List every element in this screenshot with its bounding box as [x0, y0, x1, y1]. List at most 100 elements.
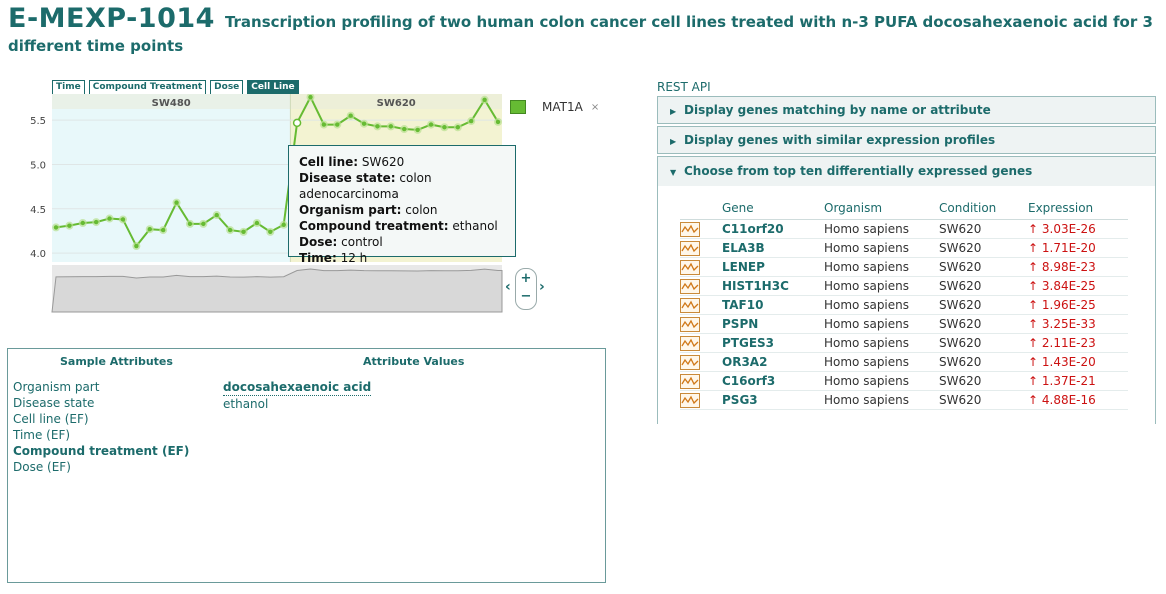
data-point — [107, 216, 112, 221]
data-point — [214, 212, 219, 218]
expression-plot-icon[interactable] — [680, 392, 700, 408]
row-organism: Homo sapiens — [824, 352, 939, 372]
attr-organism-part[interactable]: Organism part — [13, 380, 100, 394]
row-icon-cell — [680, 314, 722, 334]
expression-plot-icon[interactable] — [680, 240, 700, 256]
row-organism: Homo sapiens — [824, 276, 939, 296]
data-point — [455, 125, 461, 130]
data-point — [402, 126, 407, 132]
header-line: E-MEXP-1014 Transcription profiling of tw… — [8, 4, 1158, 37]
row-icon-cell — [680, 390, 722, 410]
expression-plot-icon[interactable] — [680, 278, 700, 294]
group-label-band — [52, 94, 502, 109]
data-point — [469, 118, 474, 124]
accordion-genes-by-name[interactable]: ▶ Display genes matching by name or attri… — [657, 96, 1156, 124]
accordion-header[interactable]: ▶ Display genes matching by name or attri… — [658, 97, 1155, 123]
attr-value-ethanol[interactable]: ethanol — [223, 397, 269, 411]
row-condition: SW620 — [939, 390, 1028, 410]
attr-cell-line[interactable]: Cell line (EF) — [13, 412, 89, 426]
accordion-similar-genes[interactable]: ▶ Display genes with similar expression p… — [657, 126, 1156, 154]
expression-plot-icon[interactable] — [680, 221, 700, 237]
expression-plot-icon[interactable] — [680, 316, 700, 332]
expression-value: ↑ 4.88E-16 — [1028, 393, 1096, 407]
zoom-in-button[interactable]: + — [520, 271, 532, 286]
accordion-label: Display genes matching by name or attrib… — [684, 103, 991, 117]
gene-link[interactable]: C11orf20 — [722, 222, 784, 236]
gene-link[interactable]: ELA3B — [722, 241, 765, 255]
data-point — [67, 223, 72, 228]
expression-value: ↑ 1.43E-20 — [1028, 355, 1096, 369]
zoom-out-button[interactable]: − — [520, 289, 532, 304]
row-expression: ↑ 1.71E-20 — [1028, 238, 1128, 258]
experiment-id: E-MEXP-1014 — [8, 3, 215, 34]
top-genes-table: Gene Organism Condition Expression C11or… — [680, 200, 1128, 410]
caret-down-icon: ▼ — [670, 168, 677, 177]
accordion-header[interactable]: ▼ Choose from top ten differentially expr… — [658, 157, 1155, 186]
group-label-sw480: SW480 — [152, 98, 191, 109]
attr-time[interactable]: Time (EF) — [13, 428, 71, 442]
expression-value: ↑ 2.11E-23 — [1028, 336, 1096, 350]
rest-api-link[interactable]: REST API — [657, 80, 711, 94]
attr-value-docosahexaenoic-acid[interactable]: docosahexaenoic acid — [223, 380, 372, 396]
gene-link[interactable]: LENEP — [722, 260, 765, 274]
row-icon-cell — [680, 257, 722, 277]
row-expression: ↑ 3.25E-33 — [1028, 314, 1128, 334]
group-label-sw620: SW620 — [377, 98, 416, 109]
close-icon[interactable]: × — [590, 101, 600, 113]
expression-plot-icon[interactable] — [680, 259, 700, 275]
pan-right-button[interactable]: › — [539, 279, 545, 295]
gene-link[interactable]: HIST1H3C — [722, 279, 789, 293]
gene-link[interactable]: OR3A2 — [722, 355, 768, 369]
row-gene: TAF10 — [722, 295, 824, 315]
row-organism: Homo sapiens — [824, 390, 939, 410]
expression-plot-icon[interactable] — [680, 297, 700, 313]
row-expression: ↑ 3.84E-25 — [1028, 276, 1128, 296]
attr-disease-state[interactable]: Disease state — [13, 396, 95, 410]
table-row: ELA3B Homo sapiens SW620 ↑ 1.71E-20 — [680, 238, 1128, 258]
gene-link[interactable]: PSPN — [722, 317, 759, 331]
expression-plot-icon[interactable] — [680, 373, 700, 389]
caret-right-icon: ▶ — [670, 137, 677, 146]
pan-left-button[interactable]: ‹ — [505, 279, 511, 295]
y-tick-label: 5.5 — [30, 116, 46, 127]
row-condition: SW620 — [939, 352, 1028, 372]
attr-dose[interactable]: Dose (EF) — [13, 460, 71, 474]
gene-link[interactable]: TAF10 — [722, 298, 764, 312]
overview-series — [51, 268, 503, 313]
tab-time[interactable]: Time — [52, 80, 85, 95]
tab-cell-line[interactable]: Cell Line — [247, 80, 299, 95]
expression-plot-icon[interactable] — [680, 335, 700, 351]
data-point — [321, 122, 327, 127]
table-row: C16orf3 Homo sapiens SW620 ↑ 1.37E-21 — [680, 371, 1128, 391]
tab-compound-treatment[interactable]: Compound Treatment — [88, 80, 207, 95]
tooltip-dose: Dose: control — [299, 235, 383, 249]
data-point — [160, 227, 166, 233]
accordion-header[interactable]: ▶ Display genes with similar expression p… — [658, 127, 1155, 153]
expression-plot-icon[interactable] — [680, 354, 700, 370]
tooltip-time: Time: 12 h — [299, 251, 368, 265]
data-point — [53, 225, 59, 230]
table-row: PSG3 Homo sapiens SW620 ↑ 4.88E-16 — [680, 390, 1128, 410]
data-point — [442, 125, 447, 130]
row-icon-cell — [680, 371, 722, 391]
table-header-row: Gene Organism Condition Expression — [680, 200, 1128, 220]
row-condition: SW620 — [939, 314, 1028, 334]
expression-value: ↑ 3.25E-33 — [1028, 317, 1096, 331]
row-expression: ↑ 1.43E-20 — [1028, 352, 1128, 372]
col-expression: Expression — [1028, 200, 1128, 220]
gene-link[interactable]: C16orf3 — [722, 374, 776, 388]
col-condition: Condition — [939, 200, 1028, 220]
col-gene: Gene — [722, 200, 824, 220]
data-point — [348, 113, 353, 118]
data-point — [147, 227, 152, 232]
row-expression: ↑ 1.96E-25 — [1028, 295, 1128, 315]
tab-dose[interactable]: Dose — [210, 80, 244, 95]
row-organism: Homo sapiens — [824, 238, 939, 258]
gene-link[interactable]: PTGES3 — [722, 336, 775, 350]
data-point — [134, 243, 139, 249]
data-point — [241, 229, 246, 235]
row-expression: ↑ 8.98E-23 — [1028, 257, 1128, 277]
gene-link[interactable]: PSG3 — [722, 393, 758, 407]
data-point — [281, 222, 286, 227]
attr-compound-treatment[interactable]: Compound treatment (EF) — [13, 444, 190, 458]
